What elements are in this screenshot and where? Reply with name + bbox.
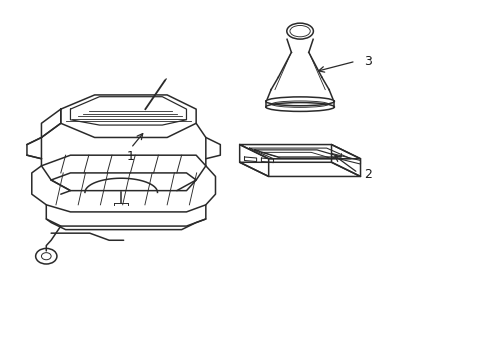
- Text: 3: 3: [363, 55, 371, 68]
- Text: 2: 2: [363, 168, 371, 181]
- Text: 1: 1: [127, 150, 135, 163]
